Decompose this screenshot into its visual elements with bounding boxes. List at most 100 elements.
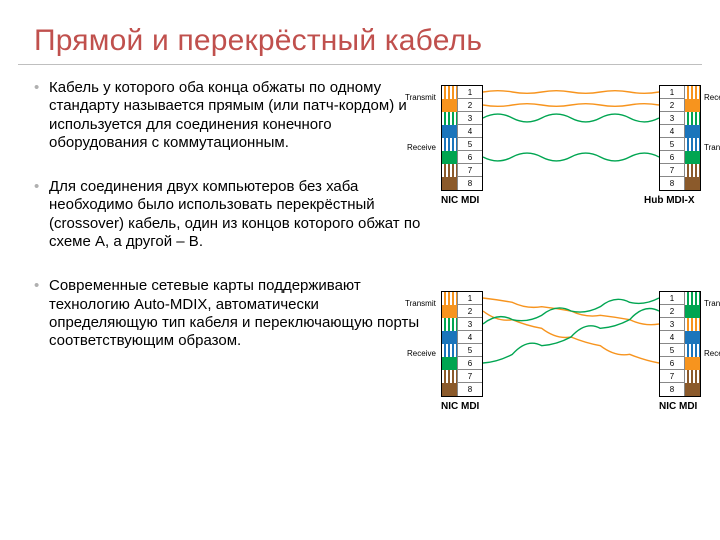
- pin-number: 5: [660, 140, 684, 149]
- pin: 2: [660, 99, 700, 112]
- pin: 7: [442, 370, 482, 383]
- pin: 8: [442, 177, 482, 190]
- connector-caption: NIC MDI: [441, 195, 479, 206]
- side-label: Receive: [704, 93, 720, 102]
- page-title: Прямой и перекрёстный кабель: [0, 0, 720, 64]
- pin: 6: [660, 151, 700, 164]
- side-label: Receive: [407, 143, 436, 152]
- pin: 8: [660, 177, 700, 190]
- pin: 4: [442, 331, 482, 344]
- pin-color-swatch: [442, 125, 458, 138]
- side-label: Receive: [704, 349, 720, 358]
- pin: 3: [660, 112, 700, 125]
- pin: 6: [442, 357, 482, 370]
- pin-color-swatch: [684, 151, 700, 164]
- pin-color-swatch: [684, 99, 700, 112]
- pin-number: 3: [458, 114, 482, 123]
- pin-number: 4: [660, 127, 684, 136]
- pin-number: 1: [660, 294, 684, 303]
- diagram-column: 12345678 12345678 Transmit Receive Recei…: [429, 79, 720, 377]
- pin: 4: [660, 331, 700, 344]
- pin-color-swatch: [684, 344, 700, 357]
- pin: 5: [442, 138, 482, 151]
- wires-svg: [483, 291, 659, 407]
- right-connector: 1 2 34 5 678: [659, 291, 701, 397]
- left-connector: 1 2 3 4 5 6 7 8: [441, 85, 483, 191]
- wire: [483, 153, 659, 161]
- pin-color-swatch: [684, 331, 700, 344]
- pin: 1: [442, 86, 482, 99]
- pin-number: 7: [458, 372, 482, 381]
- pin: 8: [442, 383, 482, 396]
- pin: 4: [660, 125, 700, 138]
- pin: 2: [442, 305, 482, 318]
- pin: 3: [660, 318, 700, 331]
- pin: 7: [660, 164, 700, 177]
- pin-number: 8: [458, 179, 482, 188]
- connector-caption: Hub MDI-X: [644, 195, 695, 206]
- wire: [483, 114, 659, 122]
- pin-number: 1: [458, 294, 482, 303]
- right-connector: 1 2 3 4 5 6 7 8: [659, 85, 701, 191]
- pin-number: 3: [660, 114, 684, 123]
- side-label: Transmit: [405, 299, 436, 308]
- pin-number: 5: [660, 346, 684, 355]
- side-label: Transmit: [405, 93, 436, 102]
- pin-number: 2: [660, 307, 684, 316]
- pin-color-swatch: [684, 318, 700, 331]
- side-label: Transmit: [704, 299, 720, 308]
- pin-color-swatch: [684, 370, 700, 383]
- bullet-item: Современные сетевые карты поддерживают т…: [34, 277, 429, 350]
- pin-color-swatch: [684, 138, 700, 151]
- pin-color-swatch: [684, 292, 700, 305]
- pin: 7: [442, 164, 482, 177]
- pin-number: 5: [458, 140, 482, 149]
- pin: 6: [660, 357, 700, 370]
- pin: 1: [660, 292, 700, 305]
- side-label: Transmit: [704, 143, 720, 152]
- pin: 5: [660, 344, 700, 357]
- pin-number: 1: [660, 88, 684, 97]
- pin-number: 6: [458, 153, 482, 162]
- pin: 6: [442, 151, 482, 164]
- bullet-item: Для соединения двух компьютеров без хаба…: [34, 178, 429, 251]
- pin: 3: [442, 318, 482, 331]
- wire: [483, 91, 659, 94]
- pin-number: 4: [458, 333, 482, 342]
- pin: 4: [442, 125, 482, 138]
- pin-number: 7: [660, 166, 684, 175]
- pin: 2: [660, 305, 700, 318]
- pin-number: 5: [458, 346, 482, 355]
- pin-number: 3: [458, 320, 482, 329]
- pin-color-swatch: [442, 138, 458, 151]
- pin-color-swatch: [442, 370, 458, 383]
- pin-color-swatch: [442, 177, 458, 190]
- side-label: Receive: [407, 349, 436, 358]
- pin-color-swatch: [442, 305, 458, 318]
- wire: [483, 104, 659, 107]
- pin-color-swatch: [442, 99, 458, 112]
- pin-color-swatch: [684, 125, 700, 138]
- pin-number: 6: [660, 153, 684, 162]
- pin-number: 8: [458, 385, 482, 394]
- pin-color-swatch: [442, 151, 458, 164]
- pin-number: 2: [660, 101, 684, 110]
- pin: 7: [660, 370, 700, 383]
- pin-color-swatch: [684, 305, 700, 318]
- bullet-item: Кабель у которого оба конца обжаты по од…: [34, 79, 429, 152]
- pin: 8: [660, 383, 700, 396]
- pin-color-swatch: [442, 292, 458, 305]
- pin-color-swatch: [442, 344, 458, 357]
- pin-color-swatch: [442, 112, 458, 125]
- pin-number: 1: [458, 88, 482, 97]
- wires-svg: [483, 85, 659, 201]
- pin-number: 2: [458, 101, 482, 110]
- pin: 1: [442, 292, 482, 305]
- pin: 3: [442, 112, 482, 125]
- pin-number: 4: [458, 127, 482, 136]
- pin: 5: [442, 344, 482, 357]
- pin-color-swatch: [442, 331, 458, 344]
- content-row: Кабель у которого оба конца обжаты по од…: [0, 65, 720, 377]
- connector-caption: NIC MDI: [659, 401, 697, 412]
- pin-number: 7: [458, 166, 482, 175]
